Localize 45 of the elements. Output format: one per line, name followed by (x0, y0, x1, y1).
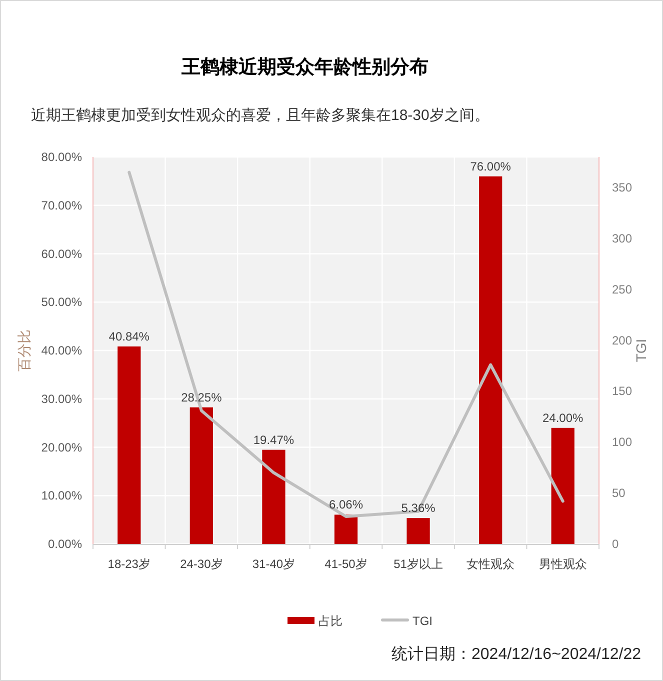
x-tick-label: 41-50岁 (324, 557, 368, 571)
x-tick-label: 女性观众 (466, 557, 515, 571)
x-tick-label: 男性观众 (538, 557, 587, 571)
y2-tick-label: 0 (612, 537, 619, 551)
data-label: 5.36% (401, 501, 436, 516)
y-axis-title: 百分比 (16, 330, 32, 372)
x-tick-label: 24-30岁 (180, 557, 223, 571)
x-tick-label: 31-40岁 (252, 557, 296, 571)
chart-subtitle: 近期王鹤棣更加受到女性观众的喜爱，且年龄多聚集在18-30岁之间。 (31, 107, 490, 124)
bar (262, 450, 286, 544)
y2-tick-label: 100 (612, 435, 632, 450)
data-label: 6.06% (328, 498, 364, 512)
bar (406, 518, 430, 544)
y-tick-label: 80.00% (41, 150, 82, 164)
data-label: 19.47% (253, 432, 294, 447)
data-label: 76.00% (470, 159, 512, 174)
y-tick-label: 0.00% (48, 537, 82, 551)
data-label: 40.84% (108, 329, 150, 344)
bar (479, 176, 502, 544)
y-tick-label: 30.00% (41, 392, 82, 406)
data-label: 24.00% (542, 410, 584, 425)
x-tick-label: 51岁以上 (394, 557, 443, 571)
y-tick-label: 40.00% (41, 344, 82, 358)
bar (118, 346, 141, 544)
y2-tick-label: 300 (612, 231, 632, 246)
y2-axis-title: TGI (633, 338, 649, 362)
bar (190, 407, 213, 544)
x-tick-label: 18-23岁 (108, 557, 150, 571)
y-tick-label: 10.00% (41, 488, 82, 503)
legend-label: TGI (412, 614, 432, 628)
bar (551, 428, 574, 544)
y-tick-label: 50.00% (41, 295, 82, 310)
y2-tick-label: 200 (612, 333, 632, 348)
y2-tick-label: 350 (612, 180, 632, 195)
data-label: 28.25% (181, 390, 222, 404)
bar (334, 514, 358, 544)
y-tick-label: 20.00% (41, 440, 82, 454)
chart-title: 王鹤棣近期受众年龄性别分布 (180, 56, 428, 78)
y2-tick-label: 250 (612, 282, 632, 296)
y2-tick-label: 150 (612, 384, 632, 398)
y2-tick-label: 50 (612, 486, 626, 500)
legend-label: 占比 (318, 614, 342, 628)
y-tick-label: 70.00% (41, 198, 82, 212)
y-tick-label: 60.00% (41, 246, 82, 261)
text: 统计日期：2024/12/16~2024/12/22 (392, 645, 642, 663)
